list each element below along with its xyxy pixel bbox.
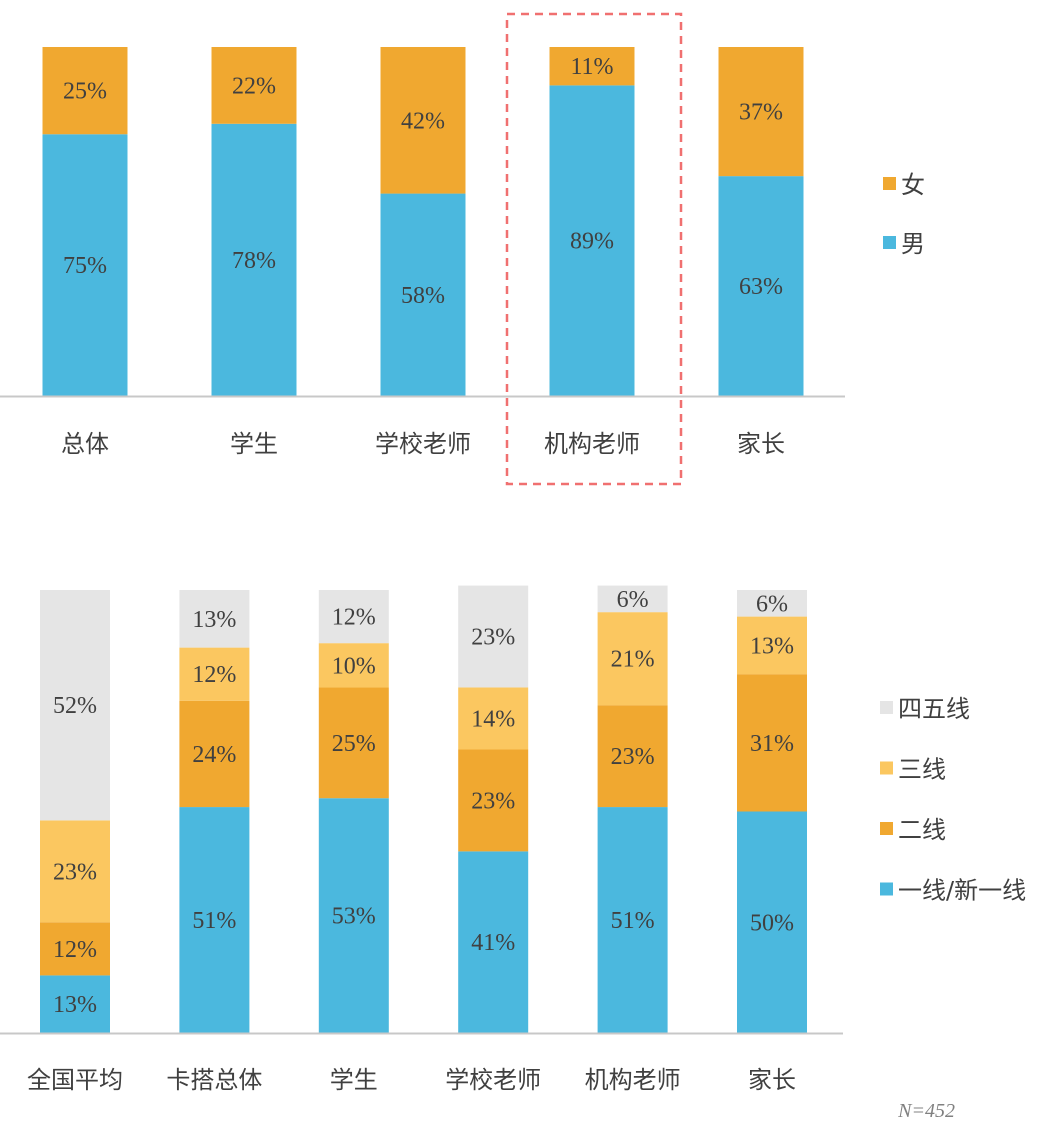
data-label: 37%: [739, 100, 783, 126]
bar-segment-1-3-0: [458, 851, 529, 1033]
bar-segment-1-5-3: [737, 590, 807, 617]
data-label: 23%: [53, 859, 97, 885]
category-label: 学生: [330, 1066, 378, 1094]
legend-label: 二线: [898, 816, 946, 844]
bar-segment-1-3-3: [458, 585, 529, 688]
category-label: 总体: [61, 430, 109, 458]
category-label: 学校老师: [445, 1066, 541, 1094]
bar-segment-1-0-3: [40, 590, 110, 821]
legend-swatch: [880, 882, 893, 896]
data-label: 21%: [611, 647, 655, 673]
bar-segment-1-4-2: [597, 612, 668, 706]
bar-segment-1-1-3: [179, 590, 250, 648]
data-label: 23%: [471, 625, 515, 651]
data-label: 41%: [471, 930, 515, 956]
sample-size-note: N=452: [897, 1100, 955, 1122]
bar-segment-0-3-0: [549, 85, 635, 396]
data-label: 14%: [471, 706, 515, 732]
bar-segment-1-4-1: [597, 705, 668, 808]
data-label: 12%: [332, 605, 376, 631]
category-label: 机构老师: [585, 1066, 681, 1094]
legend-label: 女: [901, 171, 925, 199]
bar-segment-0-2-1: [380, 47, 466, 194]
bar-segment-1-2-0: [318, 798, 389, 1033]
category-label: 学生: [230, 430, 278, 458]
data-label: 23%: [611, 744, 655, 770]
bar-segment-1-1-0: [179, 807, 250, 1033]
data-label: 58%: [401, 283, 445, 309]
data-label: 53%: [332, 904, 376, 930]
bar-segment-1-4-0: [597, 807, 668, 1033]
data-label: 25%: [332, 731, 376, 757]
data-label: 51%: [611, 908, 655, 934]
data-label: 31%: [750, 731, 794, 757]
bar-segment-1-2-2: [318, 643, 389, 688]
data-label: 51%: [192, 908, 236, 934]
data-label: 6%: [617, 587, 649, 613]
legend-swatch: [880, 701, 893, 714]
bar-segment-1-3-2: [458, 687, 529, 750]
data-label: 13%: [750, 633, 794, 659]
data-label: 75%: [63, 253, 107, 279]
data-label: 11%: [570, 54, 613, 80]
data-label: 25%: [63, 79, 107, 105]
highlight-box: [505, 12, 683, 486]
bar-segment-0-0-0: [42, 134, 128, 396]
data-label: 6%: [756, 591, 788, 617]
city-tier-chart: 13% 12% 23% 52% 全国平均 51% 24% 12% 13% 卡搭总体 53% 25% 10…: [0, 585, 1026, 1094]
bar-segment-1-5-2: [737, 616, 807, 675]
category-label: 机构老师: [544, 430, 640, 458]
legend-swatch: [880, 822, 893, 835]
legend-swatch: [883, 177, 896, 190]
legend-label: 男: [901, 230, 925, 258]
legend-label: 三线: [898, 756, 946, 784]
data-label: 22%: [232, 73, 276, 99]
legend-label: 四五线: [898, 695, 970, 723]
bar-segment-0-0-1: [42, 47, 128, 135]
bar-segment-0-3-1: [549, 47, 635, 86]
data-label: 13%: [53, 992, 97, 1018]
legend-label: 一线/新一线: [898, 877, 1026, 905]
bar-segment-1-0-2: [40, 820, 110, 923]
data-label: 42%: [401, 108, 445, 134]
bar-segment-0-1-1: [211, 47, 297, 124]
bar-segment-1-4-3: [597, 585, 668, 613]
data-label: 12%: [53, 937, 97, 963]
bar-segment-1-0-0: [40, 975, 110, 1033]
category-label: 家长: [737, 430, 785, 458]
legend-swatch: [880, 761, 893, 775]
data-label: 10%: [332, 653, 376, 679]
bar-segment-0-1-0: [211, 123, 297, 396]
bar-segment-0-4-1: [718, 47, 804, 177]
bar-segment-0-4-0: [718, 176, 804, 396]
data-label: 13%: [192, 607, 236, 633]
gender-chart: 75% 25% 总体 78% 22% 学生 58% 42% 学校老师 89% 11% 机构老师 63% 3…: [0, 12, 925, 486]
data-label: 63%: [739, 274, 783, 300]
bar-segment-1-0-1: [40, 922, 110, 976]
bar-segment-1-5-0: [737, 811, 807, 1033]
data-label: 52%: [53, 693, 97, 719]
data-label: 50%: [750, 910, 794, 936]
category-label: 全国平均: [27, 1066, 123, 1094]
data-label: 89%: [570, 229, 614, 255]
bar-segment-1-1-2: [179, 647, 250, 701]
bar-segment-1-5-1: [737, 674, 807, 812]
category-label: 学校老师: [375, 430, 471, 458]
category-label: 卡搭总体: [166, 1066, 262, 1094]
legend-swatch: [883, 236, 896, 249]
bar-segment-1-3-1: [458, 749, 529, 852]
data-label: 12%: [192, 662, 236, 688]
data-label: 78%: [232, 248, 276, 274]
data-label: 24%: [192, 742, 236, 768]
bar-segment-1-2-1: [318, 687, 389, 799]
bar-segment-1-2-3: [318, 590, 389, 644]
bar-segment-1-1-1: [179, 700, 250, 808]
bar-segment-0-2-0: [380, 193, 466, 396]
data-label: 23%: [471, 788, 515, 814]
category-label: 家长: [748, 1066, 796, 1094]
